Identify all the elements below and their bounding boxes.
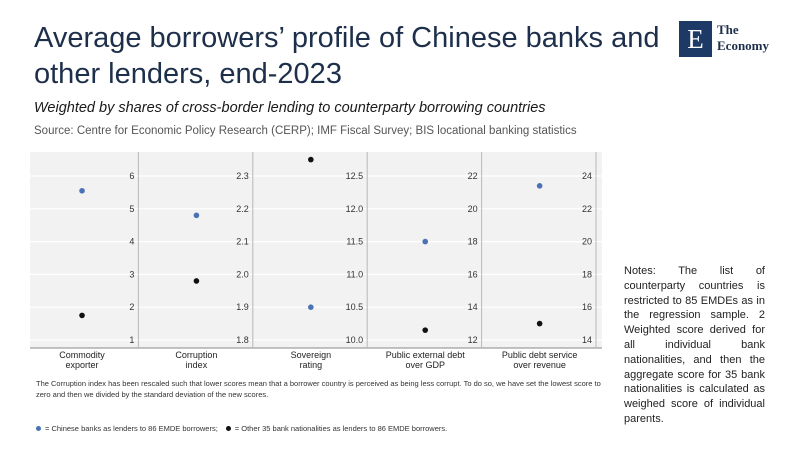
panel-label: index: [186, 360, 208, 370]
tick-label: 1.8: [236, 335, 249, 345]
logo-wordmark: The Economy: [717, 22, 769, 54]
panel-label: exporter: [66, 360, 99, 370]
tick-label: 12: [468, 335, 478, 345]
legend-chinese-marker: [36, 426, 41, 431]
tick-label: 16: [468, 269, 478, 279]
plot-background: [30, 152, 602, 348]
tick-label: 11.0: [346, 269, 363, 279]
point-other: [79, 312, 85, 319]
tick-label: 10.0: [346, 335, 364, 345]
tick-label: 4: [129, 237, 134, 247]
panel-label: Public debt service: [502, 350, 578, 360]
legend-other-label: = Other 35 bank nationalities as lenders…: [234, 424, 448, 433]
tick-label: 1.9: [236, 302, 249, 312]
tick-label: 2: [129, 302, 134, 312]
tick-label: 22: [582, 204, 592, 214]
tick-label: 2.2: [236, 204, 249, 214]
tick-label: 18: [582, 269, 592, 279]
panel-label: Commodity: [59, 350, 105, 360]
logo-line-2: Economy: [717, 38, 769, 53]
tick-label: 18: [468, 237, 478, 247]
point-other: [422, 327, 429, 333]
chart-footnote: The Corruption index has been rescaled s…: [36, 379, 601, 399]
brand-logo: E The Economy: [679, 21, 789, 57]
tick-label: 12.5: [346, 171, 364, 181]
tick-label: 24: [582, 171, 592, 181]
tick-label: 11.5: [346, 237, 363, 247]
legend: = Chinese banks as lenders to 86 EMDE bo…: [36, 424, 447, 433]
tick-label: 12.0: [346, 204, 364, 214]
panel-label: Corruption: [175, 350, 217, 360]
logo-e-icon: E: [679, 21, 712, 57]
tick-label: 5: [129, 204, 134, 214]
panel-label: Public external debt: [386, 350, 466, 360]
point-chinese: [193, 212, 200, 219]
tick-label: 14: [582, 335, 592, 345]
point-chinese: [536, 183, 543, 189]
tick-label: 16: [582, 302, 592, 312]
point-chinese: [308, 304, 314, 310]
legend-other-marker: [225, 426, 231, 431]
tick-label: 6: [129, 171, 134, 181]
point-other: [308, 156, 314, 163]
tick-label: 2.3: [236, 171, 249, 181]
point-other: [536, 320, 543, 327]
tick-label: 20: [468, 204, 478, 214]
tick-label: 20: [582, 237, 592, 247]
chart-subtitle: Weighted by shares of cross-border lendi…: [34, 100, 546, 116]
point-other: [193, 278, 200, 284]
panel-label: over GDP: [405, 360, 445, 370]
tick-label: 2.1: [236, 237, 249, 247]
source-line: Source: Centre for Economic Policy Resea…: [34, 125, 577, 137]
chart-title: Average borrowers’ profile of Chinese ba…: [34, 22, 660, 90]
tick-label: 3: [129, 269, 134, 279]
logo-line-1: The: [717, 22, 739, 37]
panel-label: rating: [300, 360, 323, 370]
tick-label: 10.5: [346, 302, 364, 312]
notes-text: Notes: The list of counterparty countrie…: [624, 265, 765, 425]
panel-label: over revenue: [513, 360, 566, 370]
tick-label: 1: [129, 335, 134, 345]
tick-label: 14: [468, 302, 478, 312]
legend-chinese-label: = Chinese banks as lenders to 86 EMDE bo…: [45, 424, 218, 433]
panel-label: Sovereign: [291, 350, 332, 360]
tick-label: 22: [468, 171, 478, 181]
tick-label: 2.0: [236, 269, 249, 279]
point-chinese: [422, 238, 429, 245]
point-chinese: [79, 187, 85, 194]
